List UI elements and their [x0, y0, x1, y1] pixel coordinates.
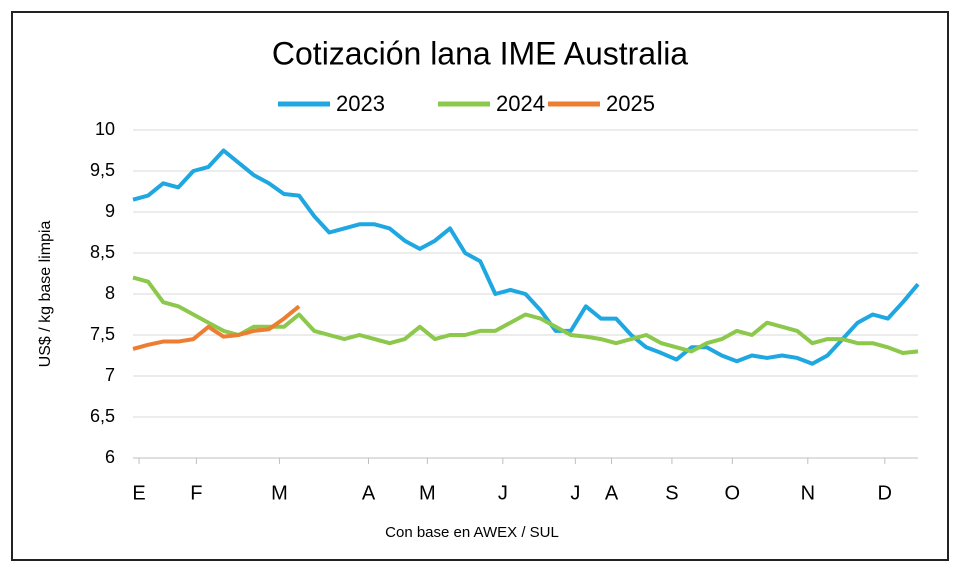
legend-label: 2023: [336, 91, 385, 116]
x-tick-label: E: [132, 482, 145, 504]
series-line: [132, 148, 920, 366]
y-tick-label: 7,5: [90, 324, 115, 344]
x-tick-label: A: [605, 482, 619, 504]
x-tick-label: J: [498, 482, 508, 504]
legend-label: 2025: [606, 91, 655, 116]
y-tick-label: 9: [105, 201, 115, 221]
series-line: [132, 275, 919, 356]
y-tick-label: 9,5: [90, 160, 115, 180]
series-line: [132, 304, 301, 351]
y-axis-label: US$ / kg base limpia: [37, 221, 54, 368]
x-tick-label: A: [362, 482, 376, 504]
x-tick-label: M: [419, 482, 436, 504]
y-tick-label: 8: [105, 283, 115, 303]
x-tick-label: N: [801, 482, 815, 504]
x-tick-label: O: [725, 482, 741, 504]
y-tick-label: 10: [95, 119, 115, 139]
x-tick-label: S: [665, 482, 678, 504]
y-tick-label: 7: [105, 365, 115, 385]
legend-label: 2024: [496, 91, 545, 116]
x-axis-label: Con base en AWEX / SUL: [385, 524, 559, 541]
chart-title: Cotización lana IME Australia: [272, 35, 688, 71]
y-tick-label: 6,5: [90, 406, 115, 426]
x-tick-label: F: [190, 482, 202, 504]
y-tick-label: 8,5: [90, 242, 115, 262]
legend: 2023 2024 2025: [278, 91, 655, 116]
x-tick-label: D: [878, 482, 892, 504]
y-tick-label: 6: [105, 447, 115, 467]
x-tick-label: J: [570, 482, 580, 504]
x-tick-label: M: [271, 482, 288, 504]
